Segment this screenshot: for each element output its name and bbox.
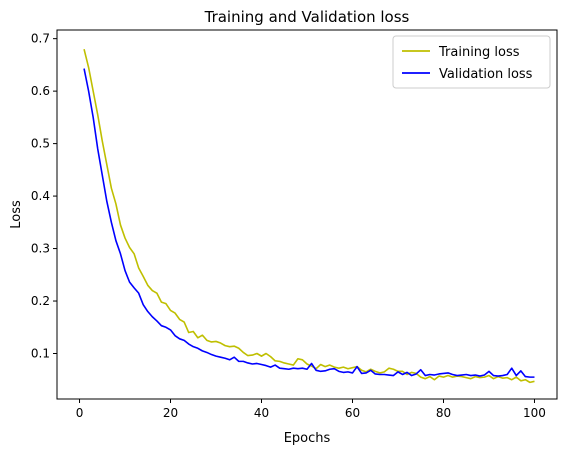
series-line-validation — [83, 68, 535, 378]
y-tick-label: 0.7 — [31, 32, 50, 46]
y-tick-label: 0.1 — [31, 347, 50, 361]
y-tick-label: 0.2 — [31, 294, 50, 308]
x-tick-label: 80 — [436, 406, 451, 420]
series-line-training — [83, 48, 535, 384]
legend-label-validation: Validation loss — [439, 67, 533, 82]
plot-area — [56, 29, 558, 400]
plot-frame — [56, 29, 558, 400]
y-tick-label: 0.4 — [31, 189, 50, 203]
x-axis: 0 20 40 60 80 100 — [76, 399, 546, 420]
y-axis-label: Loss — [9, 200, 24, 229]
x-tick-label: 100 — [523, 406, 546, 420]
x-tick-label: 0 — [76, 406, 84, 420]
legend-label-training: Training loss — [438, 45, 520, 60]
legend-box — [392, 35, 551, 89]
y-tick-label: 0.5 — [31, 137, 50, 151]
x-tick-label: 60 — [345, 406, 360, 420]
y-tick-label: 0.6 — [31, 84, 50, 98]
x-axis-label: Epochs — [284, 431, 331, 446]
legend: Training loss Validation loss — [392, 35, 551, 89]
x-tick-label: 40 — [254, 406, 269, 420]
y-axis: 0.1 0.2 0.3 0.4 0.5 0.6 0.7 — [31, 32, 57, 361]
y-tick-label: 0.3 — [31, 242, 50, 256]
chart-title: Training and Validation loss — [204, 8, 410, 26]
x-tick-label: 20 — [163, 406, 178, 420]
